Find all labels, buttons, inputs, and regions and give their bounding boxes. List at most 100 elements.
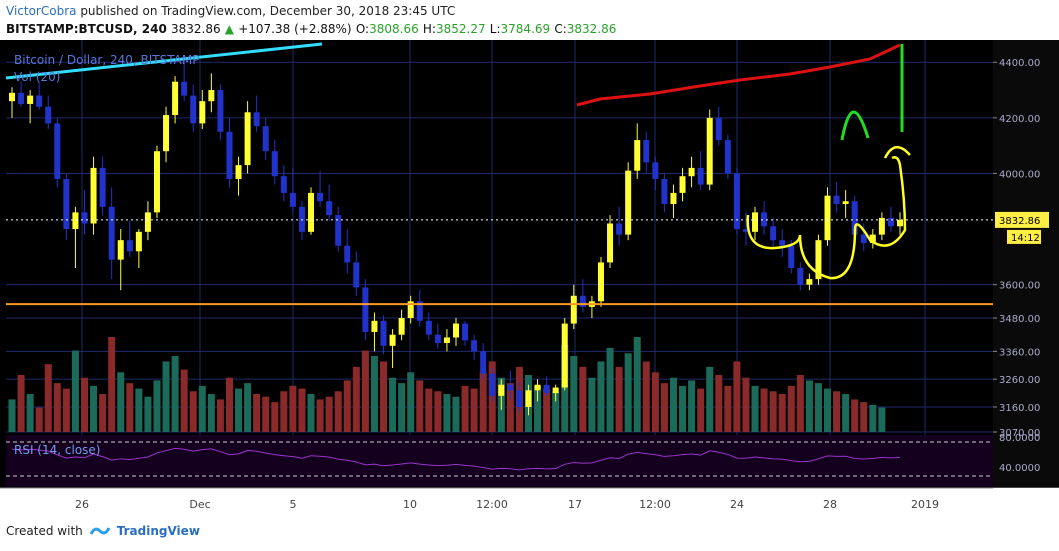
candle-body (135, 231, 142, 252)
volume-bar (724, 385, 732, 432)
volume-bar (153, 380, 161, 432)
volume-bar (751, 385, 759, 432)
volume-bar (461, 385, 469, 432)
volume-bar (389, 377, 397, 432)
candle-body (81, 212, 88, 224)
volume-bar (842, 394, 850, 432)
inverse-head-shoulders (746, 156, 907, 280)
volume-bar (289, 385, 297, 432)
candle-body (860, 234, 867, 243)
rsi-line (11, 447, 901, 471)
volume-bar (479, 372, 487, 432)
candle-body (498, 384, 505, 396)
price-tick-label: 4200.00 (999, 114, 1040, 125)
volume-bar (325, 396, 333, 432)
candle-body (878, 217, 885, 235)
candle-body (579, 295, 586, 307)
volume-bar (669, 377, 677, 432)
symbol-label: BITSTAMP:BTCUSD, 240 (6, 22, 167, 36)
low-value: 3784.69 (500, 22, 551, 36)
candle-body (715, 117, 722, 141)
candle-body (389, 334, 396, 346)
candle-body (407, 301, 414, 319)
volume-bar (543, 388, 551, 432)
volume-bar (778, 394, 786, 432)
volume-bar (108, 337, 116, 432)
time-tick-label: 10 (403, 498, 417, 511)
candle-body (752, 212, 759, 232)
ema-line (576, 43, 901, 107)
price-tick-label: 3480.00 (999, 314, 1040, 325)
volume-bar (760, 388, 768, 432)
volume-bar (660, 383, 668, 432)
rsi-tick-label: 80.0000 (999, 433, 1040, 444)
candle-body (462, 323, 469, 341)
candle-body (534, 384, 541, 391)
price-axis[interactable]: 4400.00 4200.00 4000.00 3600.00 3480.00 3360.… (993, 40, 1059, 488)
candle-body (788, 245, 795, 268)
candle-body (434, 334, 441, 344)
candle-body (45, 106, 52, 124)
chart-title: Bitcoin / Dollar, 240, BITSTAMP (14, 53, 199, 67)
volume-bar (307, 394, 315, 432)
candle-body (63, 179, 70, 230)
volume-bar (715, 375, 723, 432)
countdown-box (1007, 229, 1041, 244)
volume-bar (216, 399, 224, 432)
tradingview-brand[interactable]: TradingView (116, 524, 200, 538)
time-tick-label: 12:00 (476, 498, 508, 511)
volume-bar (189, 391, 197, 432)
candle-body (416, 301, 423, 321)
candle-body (516, 390, 523, 407)
candle-body (226, 131, 233, 180)
candle-body (371, 320, 378, 332)
author-link[interactable]: VictorCobra (6, 4, 77, 18)
volume-bar (833, 391, 841, 432)
candle-body (217, 90, 224, 132)
candle-body (797, 267, 804, 285)
candle-body (326, 201, 333, 216)
volume-bar (244, 383, 252, 432)
volume-bar (688, 380, 696, 432)
candle-body (253, 112, 260, 127)
candle-body (625, 170, 632, 235)
volume-bar (697, 388, 705, 432)
candle-body (235, 165, 242, 180)
candle-body (634, 140, 641, 171)
candle-body (887, 217, 894, 227)
volume-bar (588, 377, 596, 432)
candle-body (733, 173, 740, 230)
volume-bar (117, 372, 125, 432)
candle-body (661, 179, 668, 205)
candle-body (706, 117, 713, 185)
candle-body (443, 337, 450, 344)
volume-bar (90, 385, 98, 432)
time-axis-panel (0, 488, 1059, 520)
candle-body (507, 384, 514, 391)
candle-body (344, 245, 351, 263)
volume-bar (17, 375, 25, 432)
volume-bar (361, 350, 369, 432)
volume-bar (470, 388, 478, 432)
volume-bar (851, 399, 859, 432)
volume-bar (407, 372, 415, 432)
volume-bar (398, 383, 406, 432)
candle-body (453, 323, 459, 338)
volume-bar (280, 391, 288, 432)
time-tick-label: 5 (290, 498, 297, 511)
time-axis[interactable]: 26 Dec 5 10 12:00 17 12:00 24 28 2019 (0, 487, 1059, 520)
volume-bar (615, 366, 623, 432)
candle-body (108, 206, 115, 260)
volume-bar (225, 377, 233, 432)
volume-bar (35, 407, 43, 432)
price-tick-label: 3600.00 (999, 281, 1040, 292)
time-tick-label: 17 (568, 498, 582, 511)
candle-body (36, 95, 43, 107)
candle-body (471, 340, 478, 352)
price-chart[interactable]: 4400.00 4200.00 4000.00 3600.00 3480.00 3360.… (0, 40, 1059, 520)
candle-body (362, 287, 369, 332)
volume-bar (253, 394, 261, 432)
candle-body (697, 167, 704, 185)
volume-bar (633, 337, 641, 432)
volume-bar (606, 347, 614, 432)
